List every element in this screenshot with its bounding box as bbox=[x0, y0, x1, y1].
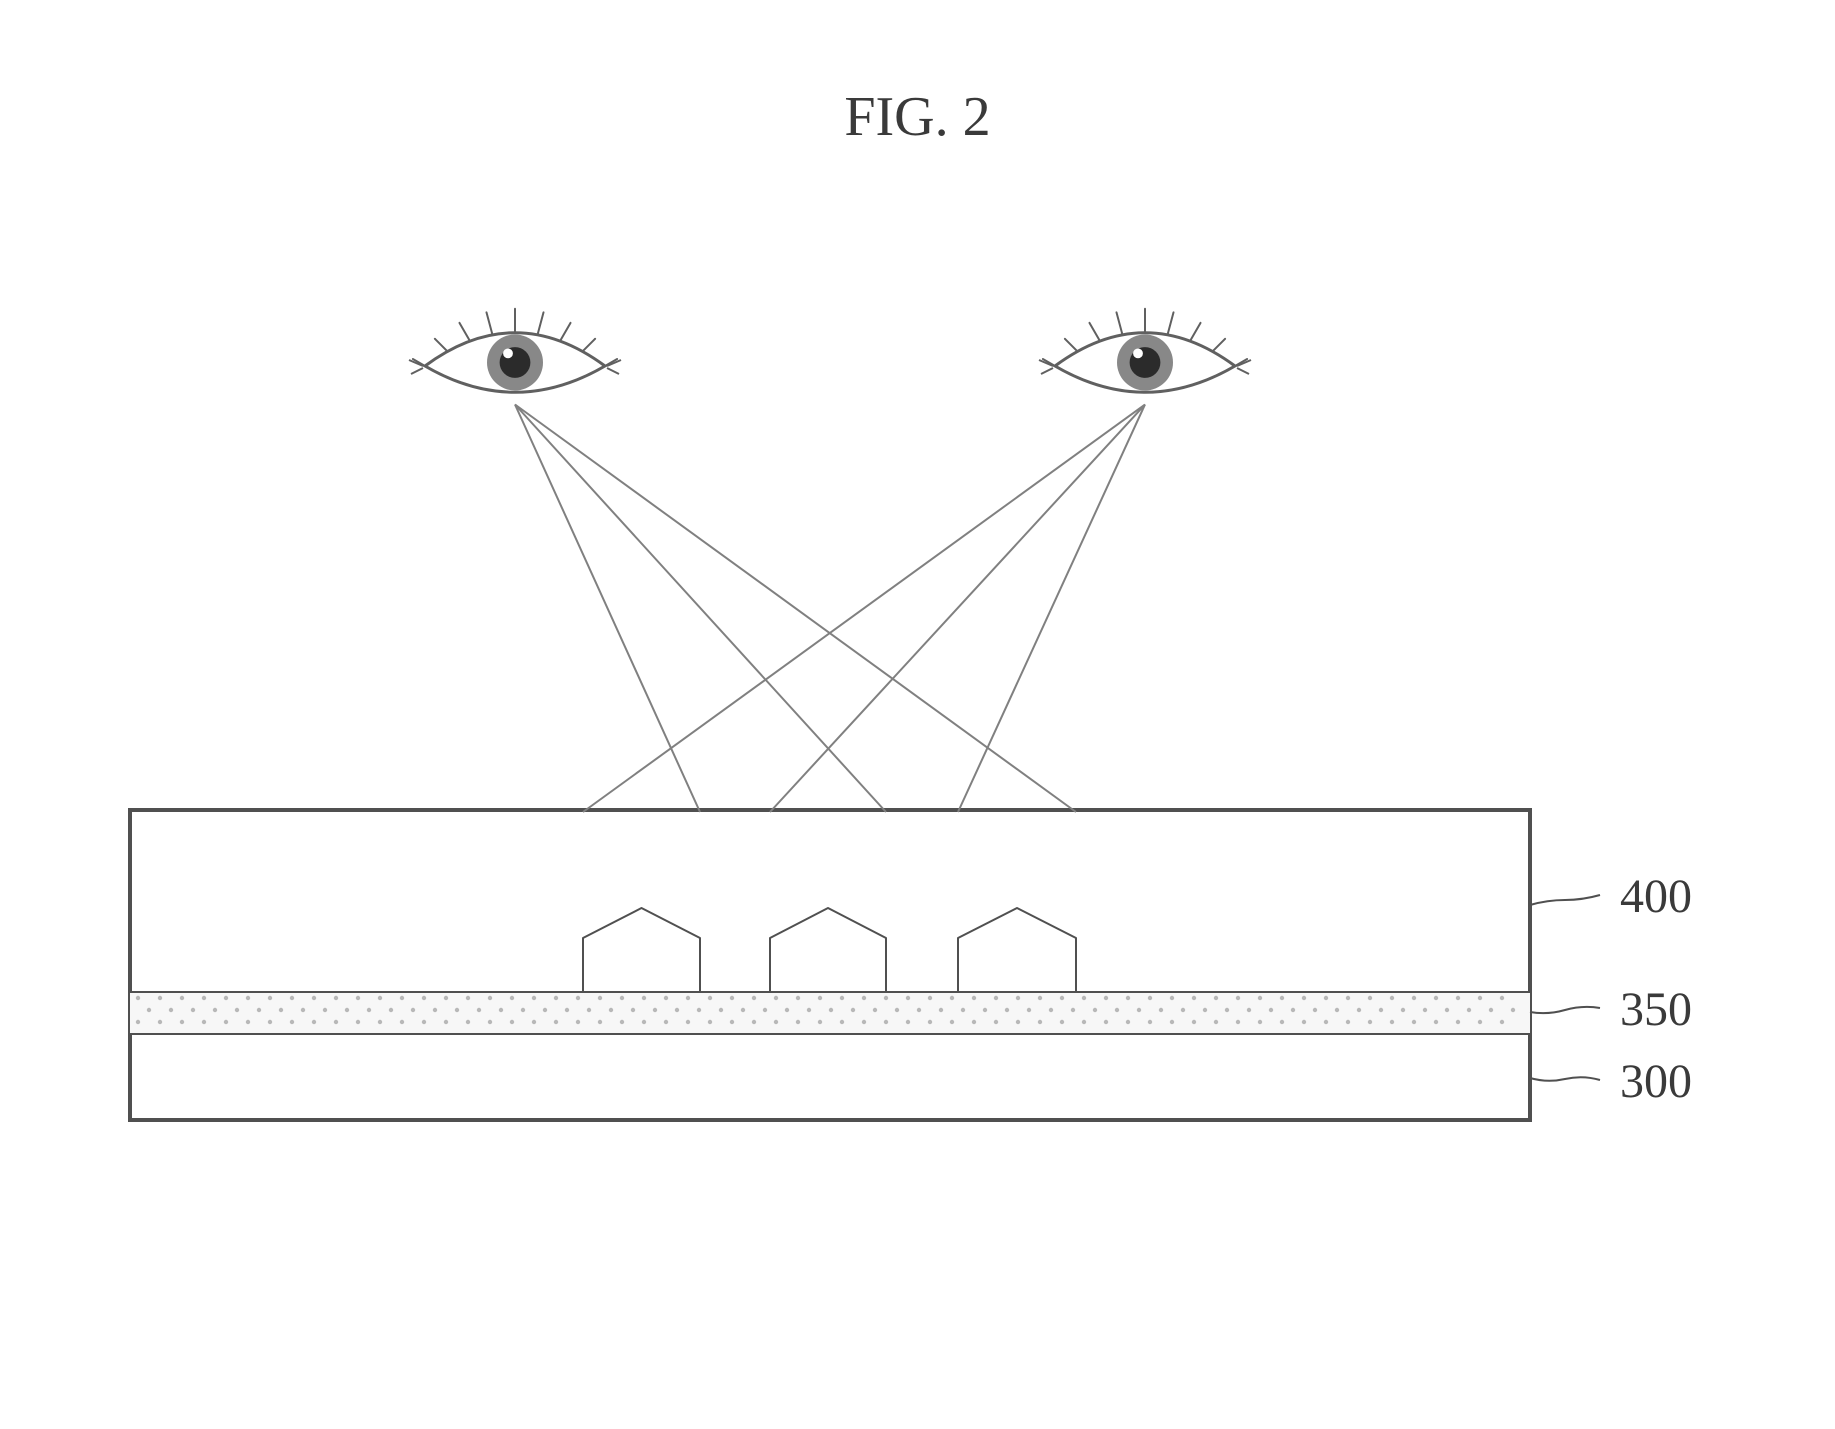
view-ray bbox=[515, 405, 886, 813]
device-outline bbox=[130, 810, 1530, 1120]
layer-350-band bbox=[130, 992, 1530, 1034]
eye-highlight bbox=[1133, 349, 1143, 359]
eye-highlight bbox=[503, 349, 513, 359]
figure-svg: 400 350 300 bbox=[0, 0, 1835, 1429]
figure-stage: FIG. 2 400350300 bbox=[0, 0, 1835, 1429]
view-ray bbox=[958, 405, 1145, 813]
eye-left-icon bbox=[409, 309, 621, 393]
reference-number: 350 bbox=[1620, 983, 1692, 1036]
lead-line bbox=[1530, 1007, 1600, 1013]
lead-line bbox=[1530, 895, 1600, 905]
callout: 350 bbox=[1530, 983, 1692, 1036]
eye-right-icon bbox=[1039, 309, 1251, 393]
callout: 400 bbox=[1530, 870, 1692, 923]
reference-number: 400 bbox=[1620, 870, 1692, 923]
view-ray bbox=[515, 405, 1076, 813]
reference-number: 300 bbox=[1620, 1055, 1692, 1108]
lead-line bbox=[1530, 1077, 1600, 1081]
view-ray bbox=[583, 405, 1145, 813]
callout: 300 bbox=[1530, 1055, 1692, 1108]
view-ray bbox=[515, 405, 700, 813]
ray-group bbox=[515, 405, 1145, 813]
view-ray bbox=[770, 405, 1145, 813]
